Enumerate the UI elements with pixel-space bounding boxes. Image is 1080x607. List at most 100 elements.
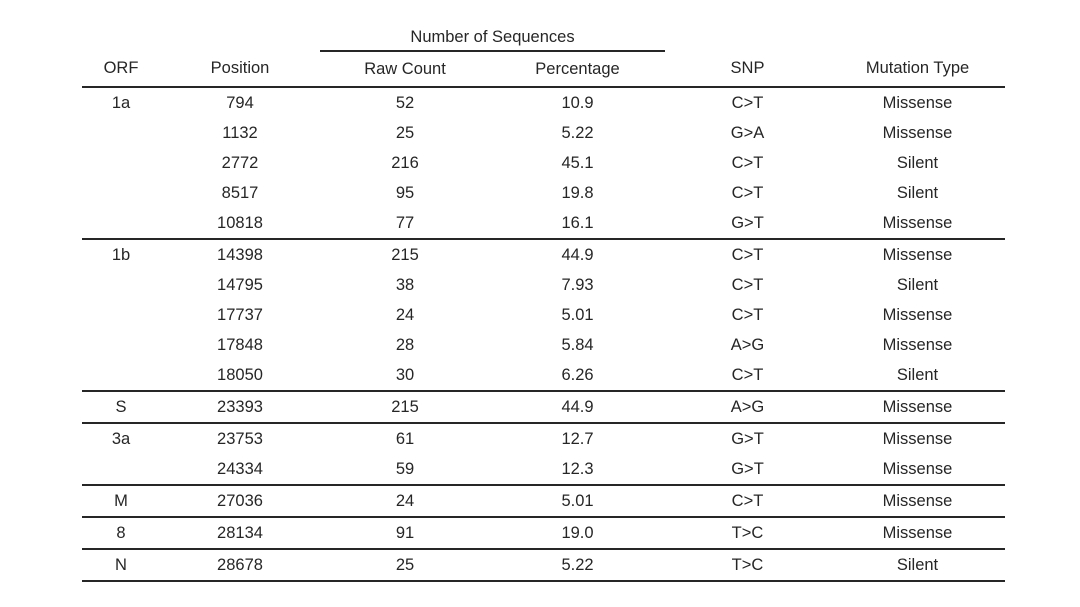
- cell-percentage: 5.22: [490, 548, 665, 582]
- cell-snp: C>T: [731, 365, 764, 384]
- cell-snp: C>T: [665, 86, 830, 118]
- cell-orf: 8: [82, 516, 160, 549]
- column-header-snp: SNP: [665, 51, 830, 88]
- cell-orf: N: [82, 548, 160, 582]
- cell-position: 794: [160, 86, 320, 118]
- cell-snp: G>T: [731, 213, 764, 232]
- cell-percentage: 5.01: [561, 305, 594, 324]
- cell-position: 23753: [160, 422, 320, 454]
- cell-position: 8517: [221, 183, 259, 202]
- snp-mutation-table: Number of Sequences ORF Position Raw Cou…: [82, 24, 1005, 582]
- table-row: 3a 23753 61 12.7 G>T Missense: [82, 422, 1005, 454]
- cell-percentage: 7.93: [561, 275, 594, 294]
- cell-percentage: 5.01: [490, 484, 665, 517]
- table-row: 2772 216 45.1 C>T Silent: [82, 148, 1005, 178]
- cell-raw-count: 215: [320, 238, 490, 270]
- table-row: M 27036 24 5.01 C>T Missense: [82, 484, 1005, 517]
- cell-raw-count: 30: [395, 365, 415, 384]
- table-row: 1b 14398 215 44.9 C>T Missense: [82, 238, 1005, 270]
- cell-orf: [82, 208, 160, 239]
- cell-raw-count: 77: [395, 213, 415, 232]
- cell-mutation-type: Missense: [882, 459, 953, 478]
- cell-percentage: 44.9: [490, 390, 665, 423]
- cell-percentage: 5.22: [561, 123, 594, 142]
- cell-raw-count: 25: [320, 548, 490, 582]
- table-row: 1a 794 52 10.9 C>T Missense: [82, 86, 1005, 118]
- cell-raw-count: 38: [395, 275, 415, 294]
- cell-raw-count: 28: [395, 335, 415, 354]
- table-row: 10818 77 16.1 G>T Missense: [82, 208, 1005, 239]
- cell-percentage: 5.84: [561, 335, 594, 354]
- cell-orf: [82, 148, 160, 178]
- spanner-spacer-left: [82, 24, 320, 51]
- cell-position: 10818: [217, 213, 263, 232]
- cell-snp: C>T: [731, 183, 764, 202]
- cell-raw-count: 25: [395, 123, 415, 142]
- column-header-raw-count: Raw Count: [320, 51, 490, 88]
- cell-position: 28134: [160, 516, 320, 549]
- cell-snp: G>A: [730, 123, 765, 142]
- cell-mutation-type: Missense: [830, 238, 1005, 270]
- table-row: 17848 28 5.84 A>G Missense: [82, 330, 1005, 360]
- cell-orf: 3a: [82, 422, 160, 454]
- cell-orf: [82, 270, 160, 300]
- table-row: 8 28134 91 19.0 T>C Missense: [82, 516, 1005, 549]
- cell-percentage: 19.0: [490, 516, 665, 549]
- cell-percentage: 6.26: [561, 365, 594, 384]
- cell-mutation-type: Silent: [830, 548, 1005, 582]
- table-row: 1132 25 5.22 G>A Missense: [82, 118, 1005, 148]
- cell-percentage: 12.3: [561, 459, 594, 478]
- table-row: 17737 24 5.01 C>T Missense: [82, 300, 1005, 330]
- cell-mutation-type: Silent: [896, 183, 939, 202]
- cell-position: 28678: [160, 548, 320, 582]
- cell-position: 1132: [222, 123, 258, 142]
- cell-snp: C>T: [731, 153, 764, 172]
- cell-position: 17848: [217, 335, 263, 354]
- column-header-row: ORF Position Raw Count Percentage SNP Mu…: [82, 51, 1005, 88]
- cell-raw-count: 61: [320, 422, 490, 454]
- cell-percentage: 45.1: [561, 153, 594, 172]
- spanner-header-number-of-sequences: Number of Sequences: [320, 24, 665, 52]
- cell-snp: T>C: [665, 516, 830, 549]
- cell-snp: C>T: [665, 484, 830, 517]
- cell-orf: 1b: [82, 238, 160, 270]
- cell-snp: G>T: [665, 422, 830, 454]
- cell-orf: 1a: [82, 86, 160, 118]
- cell-mutation-type: Missense: [830, 422, 1005, 454]
- column-header-mutation-type: Mutation Type: [830, 51, 1005, 88]
- cell-percentage: 12.7: [490, 422, 665, 454]
- cell-percentage: 16.1: [561, 213, 594, 232]
- table-row: 14795 38 7.93 C>T Silent: [82, 270, 1005, 300]
- cell-raw-count: 24: [395, 305, 415, 324]
- cell-orf: [82, 118, 160, 148]
- table-row: S 23393 215 44.9 A>G Missense: [82, 390, 1005, 423]
- cell-mutation-type: Missense: [882, 335, 953, 354]
- column-header-position: Position: [160, 51, 320, 88]
- cell-position: 2772: [221, 153, 259, 172]
- cell-raw-count: 52: [320, 86, 490, 118]
- cell-snp: T>C: [665, 548, 830, 582]
- cell-raw-count: 24: [320, 484, 490, 517]
- cell-mutation-type: Missense: [830, 390, 1005, 423]
- cell-snp: C>T: [665, 238, 830, 270]
- cell-snp: A>G: [665, 390, 830, 423]
- cell-orf: [82, 300, 160, 330]
- column-header-percentage: Percentage: [490, 51, 665, 88]
- cell-orf: [82, 360, 160, 391]
- cell-mutation-type: Missense: [882, 213, 953, 232]
- cell-mutation-type: Missense: [882, 305, 953, 324]
- cell-snp: A>G: [730, 335, 765, 354]
- cell-position: 18050: [217, 365, 263, 384]
- cell-raw-count: 59: [395, 459, 415, 478]
- cell-raw-count: 95: [395, 183, 415, 202]
- cell-snp: C>T: [731, 275, 764, 294]
- cell-mutation-type: Missense: [882, 123, 953, 142]
- table-row: 8517 95 19.8 C>T Silent: [82, 178, 1005, 208]
- cell-position: 14795: [217, 275, 263, 294]
- column-header-orf: ORF: [82, 51, 160, 88]
- cell-raw-count: 91: [320, 516, 490, 549]
- cell-mutation-type: Silent: [896, 153, 939, 172]
- cell-mutation-type: Missense: [830, 86, 1005, 118]
- cell-position: 23393: [160, 390, 320, 423]
- cell-percentage: 10.9: [490, 86, 665, 118]
